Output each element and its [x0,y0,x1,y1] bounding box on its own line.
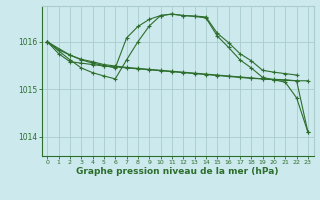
X-axis label: Graphe pression niveau de la mer (hPa): Graphe pression niveau de la mer (hPa) [76,167,279,176]
